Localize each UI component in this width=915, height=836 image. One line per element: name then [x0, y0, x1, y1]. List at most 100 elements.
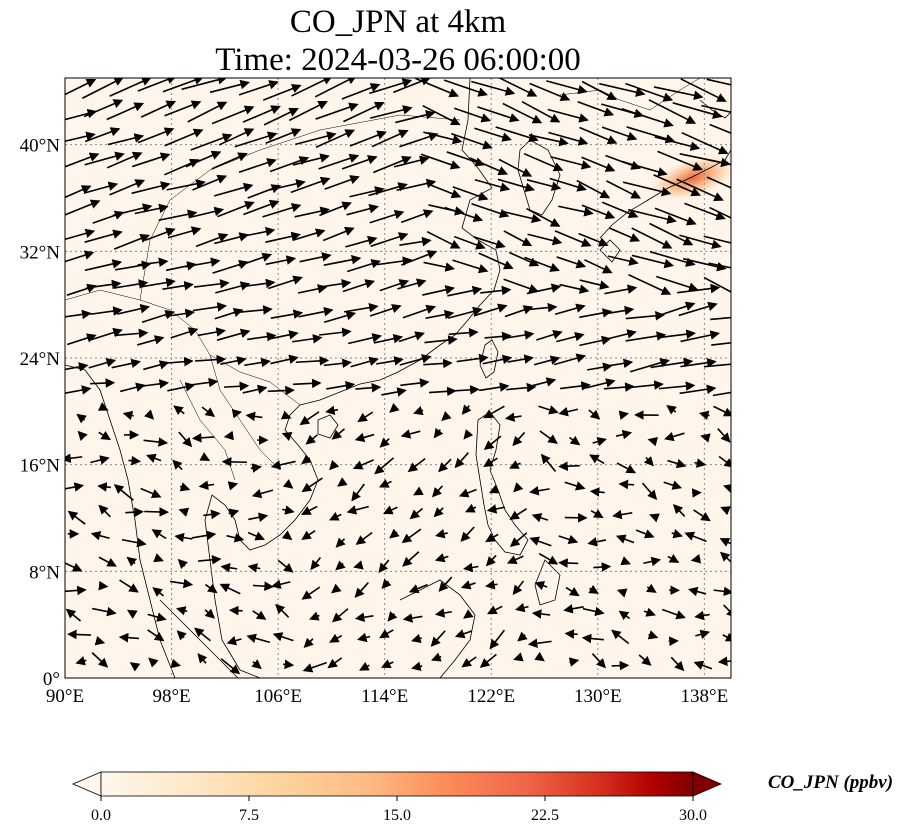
wind-arrow: [353, 560, 364, 570]
wind-arrow: [694, 610, 710, 621]
wind-arrow: [216, 328, 251, 341]
wind-arrow: [178, 431, 193, 448]
wind-arrow: [144, 507, 169, 517]
wind-arrow: [502, 102, 543, 124]
wind-arrow: [65, 608, 82, 622]
wind-arrow: [84, 259, 123, 272]
wind-arrow: [577, 100, 615, 117]
wind-arrow: [498, 158, 533, 177]
wind-arrow: [167, 226, 202, 239]
wind-arrow: [113, 233, 151, 250]
wind-arrow: [197, 327, 226, 337]
wind-arrow: [165, 308, 195, 319]
wind-arrow: [140, 487, 162, 498]
wind-arrow: [411, 661, 423, 672]
wind-arrow: [495, 126, 539, 143]
wind-arrow: [666, 404, 677, 415]
wind-arrow: [243, 199, 280, 216]
latitude-tick-label: 0°: [43, 669, 60, 690]
wind-arrow: [527, 638, 552, 649]
wind-arrow: [65, 585, 87, 596]
wind-arrow: [65, 562, 83, 572]
wind-arrow: [198, 480, 215, 491]
wind-arrow: [664, 431, 685, 442]
wind-arrow: [426, 230, 461, 249]
wind-arrow: [706, 78, 731, 86]
wind-arrow: [265, 231, 301, 243]
wind-arrow: [676, 178, 724, 202]
wind-arrow: [220, 356, 247, 366]
wind-arrow: [83, 181, 119, 194]
graticule: [65, 78, 731, 678]
wind-arrow: [663, 480, 683, 490]
wind-arrow: [275, 603, 290, 618]
wind-arrow: [262, 203, 302, 218]
wind-arrow: [290, 176, 331, 194]
wind-arrow: [314, 78, 358, 98]
wind-arrow: [396, 178, 437, 192]
wind-arrow: [680, 330, 721, 343]
wind-arrow: [679, 234, 722, 249]
wind-arrow: [90, 306, 123, 316]
wind-arrow: [463, 429, 474, 440]
longitude-tick-label: 90°E: [46, 686, 84, 707]
wind-arrow: [111, 358, 141, 369]
wind-arrow: [212, 259, 249, 274]
wind-arrow: [503, 278, 539, 294]
wind-arrow: [376, 256, 413, 266]
wind-arrow: [485, 533, 499, 543]
wind-arrow: [223, 430, 234, 441]
wind-arrow: [484, 331, 512, 342]
wind-arrow: [503, 210, 542, 224]
wind-arrow: [719, 551, 731, 563]
wind-arrow: [612, 509, 633, 520]
wind-arrow: [399, 354, 432, 366]
wind-arrow: [205, 583, 218, 594]
wind-arrow: [76, 413, 87, 424]
wind-arrow: [546, 80, 588, 95]
wind-arrow: [616, 462, 637, 474]
wind-arrow: [477, 106, 520, 123]
wind-arrow: [621, 107, 674, 128]
colorbar-tick-label: 7.5: [239, 807, 259, 824]
wind-arrow: [672, 504, 686, 517]
colorbar-gradient: [100, 771, 694, 797]
wind-arrow: [611, 660, 630, 671]
wind-arrow: [582, 606, 605, 617]
wind-arrow: [424, 335, 458, 345]
wind-arrow: [65, 453, 83, 464]
map-title-line2: Time: 2024-03-26 06:00:00: [215, 42, 581, 78]
wind-arrow: [227, 481, 239, 491]
wind-arrow: [581, 80, 618, 100]
wind-arrow: [564, 629, 578, 639]
wind-arrow: [298, 306, 334, 318]
wind-arrow: [77, 430, 88, 442]
colorbar-ticks: 0.0 7.5 15.0 22.5 30.0: [91, 796, 707, 824]
wind-arrow: [270, 460, 296, 470]
wind-arrow: [415, 78, 460, 98]
wind-arrow: [526, 207, 561, 227]
wind-arrow: [473, 236, 506, 249]
wind-arrow: [473, 303, 508, 317]
wind-arrow: [581, 204, 616, 220]
wind-arrow: [607, 358, 634, 369]
wind-arrow: [310, 556, 322, 571]
wind-arrow: [65, 185, 92, 199]
wind-arrow: [65, 362, 89, 372]
wind-arrow: [374, 457, 395, 475]
wind-arrow: [97, 402, 109, 411]
wind-arrow: [503, 330, 535, 340]
wind-arrow: [461, 656, 477, 668]
wind-arrow: [517, 631, 528, 642]
wind-arrow: [554, 303, 586, 316]
wind-arrow: [220, 658, 241, 675]
wind-arrow: [409, 507, 424, 520]
wind-arrow: [368, 182, 408, 197]
wind-arrow: [98, 556, 117, 567]
wind-arrow: [277, 559, 294, 573]
wind-arrow: [94, 636, 106, 646]
wind-arrow: [497, 78, 538, 97]
wind-arrow: [151, 529, 167, 540]
wind-arrow: [323, 254, 362, 266]
wind-arrow: [179, 482, 191, 492]
